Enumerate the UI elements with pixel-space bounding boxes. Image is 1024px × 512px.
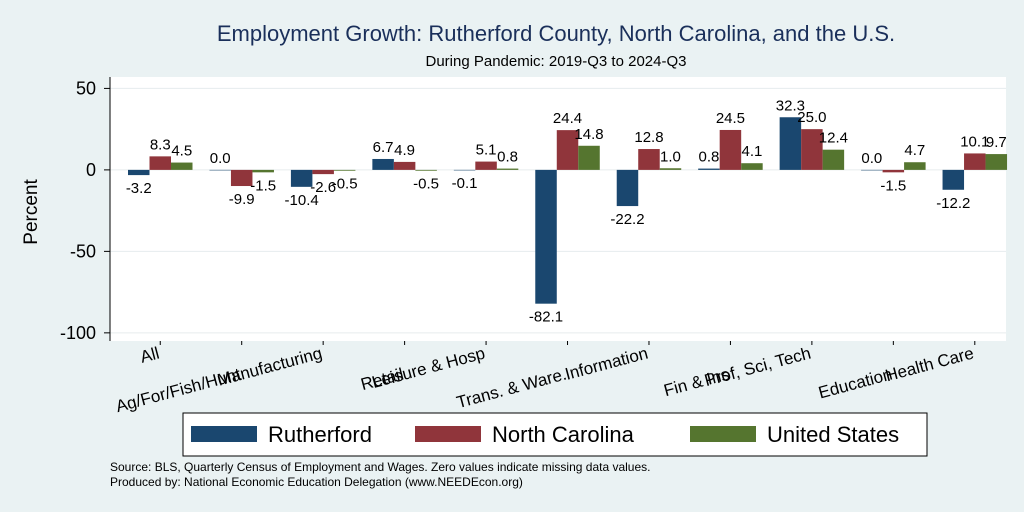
legend-box [182,412,928,457]
data-label: -1.5 [880,177,906,194]
bar [149,156,171,170]
bars [128,117,1008,304]
legend-label: Rutherford [268,422,372,447]
bar [128,169,150,176]
y-tick-label: -100 [60,323,96,343]
y-tick-label: 0 [86,160,96,180]
bar [861,169,883,171]
credit-note: Produced by: National Economic Education… [110,475,523,489]
legend-items: Rutherford North Carolina United States [191,422,899,447]
data-label: -0.1 [452,175,478,192]
data-label: 0.0 [861,150,882,167]
x-tick-label: Health Care [883,344,976,386]
data-label: 0.0 [210,150,231,167]
bar [333,169,356,171]
data-label: -1.5 [250,177,276,194]
data-label: 25.0 [797,109,826,126]
data-label: 24.5 [716,110,745,127]
source-note: Source: BLS, Quarterly Census of Employm… [110,460,650,474]
data-label: 12.8 [634,129,663,146]
legend-label: North Carolina [492,422,635,447]
chart-title: Employment Growth: Rutherford County, No… [217,21,895,46]
y-tick-label: -50 [70,241,96,261]
bar [698,168,720,170]
data-label: 10.1 [960,133,989,150]
legend: Rutherford North Carolina United States [182,412,928,457]
bar [801,129,823,170]
legend-swatch [415,426,481,442]
x-tick-label: Manufacturing [215,344,324,390]
data-label: 32.3 [776,97,805,114]
bar [822,149,845,170]
data-label: 12.4 [819,130,848,147]
value-labels: -3.2 0.0 -10.4 6.7 -0.1 -82.1 -22.2 0.8 32.3 0.0 -… [126,97,1007,325]
bar [659,168,682,170]
x-tick-label: Prof, Sci, Tech [702,344,812,391]
x-tick-label: Trans. & Ware. [454,365,568,413]
bar [252,169,274,173]
chart-subtitle: During Pandemic: 2019-Q3 to 2024-Q3 [426,53,687,70]
data-label: 0.8 [699,149,720,166]
bar [372,158,394,170]
legend-label: United States [767,422,899,447]
bar [535,169,557,304]
data-label: 4.9 [394,142,415,159]
bar [638,149,660,170]
data-label: -0.5 [413,176,439,193]
bar [453,169,476,171]
y-tick-label: 50 [76,78,96,98]
data-label: -82.1 [529,309,563,326]
bar [312,169,334,175]
data-label: 1.0 [660,148,681,165]
data-label: -10.4 [285,192,319,209]
bar [904,162,926,170]
bar [209,169,231,171]
bar [964,153,986,170]
bar [719,129,742,170]
plot-area [110,77,1006,341]
data-label: 5.1 [476,142,497,159]
data-label: -2.6 [310,179,336,196]
legend-swatch [690,426,756,442]
data-label: 8.3 [150,136,171,153]
y-axis: 50 0 -50 -100 [60,77,111,343]
data-label: -22.2 [610,211,644,228]
data-label: 9.7 [986,134,1007,151]
bar [475,161,497,170]
bar [942,169,965,190]
bar [985,154,1008,170]
data-label: 4.7 [904,142,925,159]
data-label: -12.2 [936,195,970,212]
bar [556,130,579,170]
data-label: 0.8 [497,149,518,166]
bar [741,163,763,170]
bar [415,169,437,171]
data-label: -0.5 [332,176,358,193]
data-label: 14.8 [574,126,603,143]
bar [230,169,253,187]
data-label: 24.4 [553,110,582,127]
x-tick-label: Information [563,344,650,384]
bar [578,145,600,170]
bar [290,169,313,187]
data-label: -3.2 [126,180,152,197]
data-label: 6.7 [373,139,394,156]
data-label: 4.1 [742,143,763,160]
bar [882,169,905,173]
bar [496,168,519,170]
bar [616,169,639,207]
data-label: 4.5 [171,143,192,160]
data-label: -9.9 [229,191,255,208]
y-axis-label: Percent [21,179,42,245]
bar [171,162,193,170]
bar [393,161,416,170]
bar [779,117,802,170]
legend-swatch [191,426,257,442]
x-tick-label: All [138,344,161,367]
x-tick-label: Education [816,365,894,403]
